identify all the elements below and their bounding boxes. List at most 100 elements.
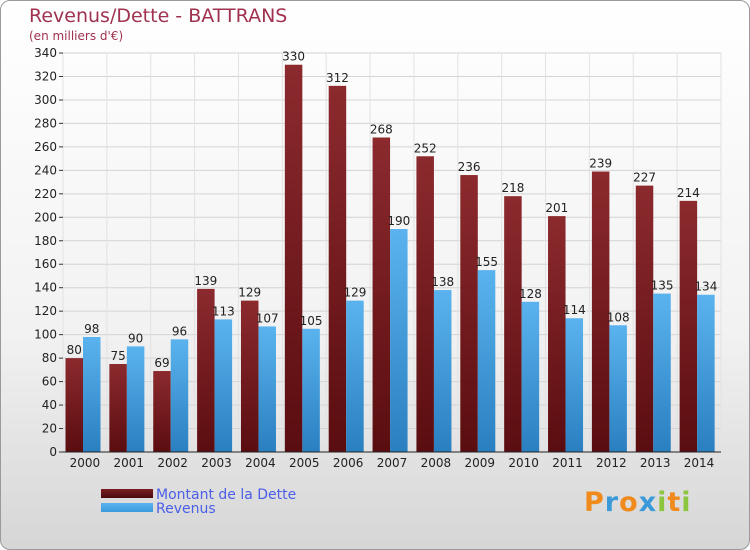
x-tick-label: 2004	[245, 456, 276, 470]
bar-debt	[548, 216, 566, 452]
bar-debt	[416, 156, 434, 453]
bar-revenus	[170, 339, 189, 452]
data-label: 227	[633, 171, 656, 185]
data-label: 236	[458, 160, 481, 174]
data-label: 190	[387, 214, 410, 228]
y-axis-ticks: 0 20 40 60 80 100 120 140 160 180 200 220 240 260 280 3…	[34, 46, 63, 459]
bar-debt	[109, 363, 127, 452]
bar-debt	[240, 300, 259, 452]
bar-revenus	[521, 301, 540, 452]
x-tick-label: 2005	[289, 456, 320, 470]
data-label: 330	[282, 50, 305, 64]
y-tick-label: 280	[34, 116, 57, 130]
y-tick-label: 20	[42, 422, 57, 436]
bar-debt	[504, 196, 522, 452]
logo-letter: i	[657, 487, 668, 518]
x-tick-label: 2012	[596, 456, 627, 470]
data-label: 139	[194, 274, 217, 288]
bar-revenus	[258, 326, 276, 452]
x-tick-label: 2009	[464, 456, 495, 470]
bar-revenus	[83, 336, 101, 452]
y-tick-label: 60	[42, 375, 57, 389]
data-label: 90	[128, 331, 143, 345]
bar-debt	[197, 288, 215, 452]
x-tick-label: 2010	[508, 456, 539, 470]
bar-debt	[460, 175, 478, 452]
y-tick-label: 260	[34, 140, 57, 154]
data-label: 129	[343, 286, 366, 300]
bar-debt	[284, 64, 303, 452]
data-label: 252	[414, 141, 437, 155]
y-tick-label: 340	[34, 46, 57, 60]
chart-subtitle: (en milliers d'€)	[29, 29, 124, 43]
chart-title: Revenus/Dette - BATTRANS	[29, 5, 288, 27]
data-label: 128	[519, 287, 542, 301]
data-label: 218	[501, 181, 524, 195]
logo-letter: x	[638, 487, 658, 518]
y-tick-label: 0	[49, 445, 57, 459]
data-label: 114	[563, 303, 586, 317]
bar-revenus	[609, 325, 627, 452]
x-tick-label: 2014	[684, 456, 715, 470]
data-label: 107	[256, 311, 279, 325]
bar-debt	[65, 358, 83, 452]
logo-letter: t	[667, 487, 682, 518]
data-label: 108	[607, 310, 630, 324]
y-tick-label: 220	[34, 187, 57, 201]
bar-revenus	[346, 300, 364, 452]
logo-letter: i	[681, 487, 692, 518]
y-tick-label: 80	[42, 351, 57, 365]
y-tick-label: 180	[34, 234, 57, 248]
data-label: 129	[238, 286, 261, 300]
x-tick-label: 2013	[640, 456, 671, 470]
data-label: 75	[110, 349, 125, 363]
bar-debt	[372, 137, 391, 452]
bar-revenus	[653, 293, 671, 452]
bar-revenus	[126, 346, 145, 452]
bar-revenus	[433, 290, 452, 452]
x-tick-label: 2007	[377, 456, 408, 470]
data-label: 239	[589, 157, 612, 171]
legend-swatch-debt	[101, 489, 153, 498]
y-tick-label: 160	[34, 257, 57, 271]
y-tick-label: 120	[34, 304, 57, 318]
data-label: 134	[694, 280, 717, 294]
x-tick-label: 2008	[421, 456, 452, 470]
logo-letter: r	[604, 487, 620, 518]
bar-revenus	[697, 294, 715, 452]
bars	[65, 64, 715, 453]
data-label: 138	[431, 275, 454, 289]
x-tick-label: 2000	[70, 456, 101, 470]
data-label: 201	[545, 201, 568, 215]
bar-debt	[591, 171, 610, 452]
bar-revenus	[565, 318, 584, 452]
data-labels: 8098759069961391131291073301053121292681…	[67, 50, 718, 370]
x-tick-label: 2011	[552, 456, 583, 470]
y-tick-label: 200	[34, 210, 57, 224]
data-label: 155	[475, 255, 498, 269]
data-label: 105	[300, 314, 323, 328]
bar-revenus	[477, 270, 496, 452]
bar-debt	[635, 185, 654, 452]
bar-debt	[679, 200, 698, 452]
x-tick-label: 2002	[157, 456, 188, 470]
legend-label-debt: Montant de la Dette	[156, 487, 297, 503]
y-tick-label: 240	[34, 163, 57, 177]
data-label: 214	[677, 186, 700, 200]
data-label: 268	[370, 122, 393, 136]
y-tick-label: 300	[34, 93, 57, 107]
bar-revenus	[390, 229, 408, 452]
x-tick-label: 2003	[201, 456, 232, 470]
bar-revenus	[214, 319, 233, 452]
y-tick-label: 320	[34, 69, 57, 83]
bar-revenus	[302, 328, 320, 452]
bar-debt	[153, 371, 171, 452]
y-tick-label: 100	[34, 328, 57, 342]
logo-letter: o	[619, 487, 639, 518]
data-label: 312	[326, 71, 349, 85]
y-tick-label: 140	[34, 281, 57, 295]
bar-debt	[328, 85, 347, 452]
proxiti-logo: Proxiti	[584, 487, 692, 518]
